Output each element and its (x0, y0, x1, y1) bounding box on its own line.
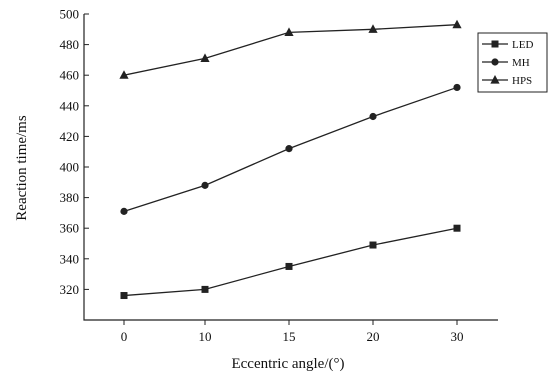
x-tick-label: 15 (283, 329, 296, 344)
legend-entry-hps: HPS (482, 75, 532, 87)
data-point-hps (200, 53, 210, 62)
y-tick-label: 420 (60, 129, 80, 144)
y-tick-label: 500 (60, 7, 80, 22)
series-mh (120, 83, 461, 215)
x-tick-label: 20 (367, 329, 380, 344)
y-axis-title: Reaction time/ms (14, 115, 30, 221)
data-point-hps (119, 70, 129, 79)
data-point-hps (368, 24, 378, 33)
legend-marker-hps (490, 75, 500, 84)
data-point-mh (285, 145, 293, 153)
axis-lines (83, 14, 498, 321)
series-hps (119, 19, 462, 79)
y-tick-label: 320 (60, 282, 80, 297)
y-tick-label: 460 (60, 68, 80, 83)
data-point-mh (369, 112, 377, 121)
y-tick-label: 340 (60, 251, 80, 266)
data-point-led (453, 224, 461, 232)
x-axis-ticks: 0 10 15 20 30 (121, 320, 464, 344)
legend: LED MH HPS (477, 32, 548, 93)
y-tick-label: 480 (60, 37, 80, 52)
y-tick-label: 360 (60, 221, 80, 236)
x-tick-label: 10 (199, 329, 212, 344)
legend-marker-mh (491, 58, 499, 66)
data-point-led (201, 285, 209, 293)
data-point-hps (284, 27, 294, 36)
data-point-led (369, 241, 377, 249)
y-tick-label: 440 (60, 98, 80, 113)
y-tick-label: 380 (60, 190, 80, 205)
data-point-led (285, 262, 293, 270)
x-tick-label: 0 (121, 329, 128, 344)
data-point-mh (201, 181, 209, 189)
data-point-mh (453, 83, 461, 92)
data-point-mh (120, 207, 128, 215)
axes (83, 14, 498, 321)
legend-entry-led: LED (482, 39, 533, 51)
y-axis-ticks: 320 340 360 380 400 420 440 460 480 500 (60, 7, 89, 297)
y-tick-label: 400 (60, 160, 80, 175)
legend-marker-led (491, 40, 499, 48)
data-point-led (120, 292, 128, 300)
series-line-led (123, 227, 458, 297)
series-group (119, 19, 462, 300)
x-axis-title: Eccentric angle/(°) (231, 356, 344, 372)
data-point-hps (452, 19, 462, 29)
legend-label-led: LED (512, 39, 533, 51)
x-tick-label: 30 (451, 329, 464, 344)
legend-label-hps: HPS (512, 75, 532, 87)
series-led (120, 224, 461, 300)
legend-label-mh: MH (512, 57, 530, 69)
legend-entry-mh: MH (482, 57, 530, 69)
